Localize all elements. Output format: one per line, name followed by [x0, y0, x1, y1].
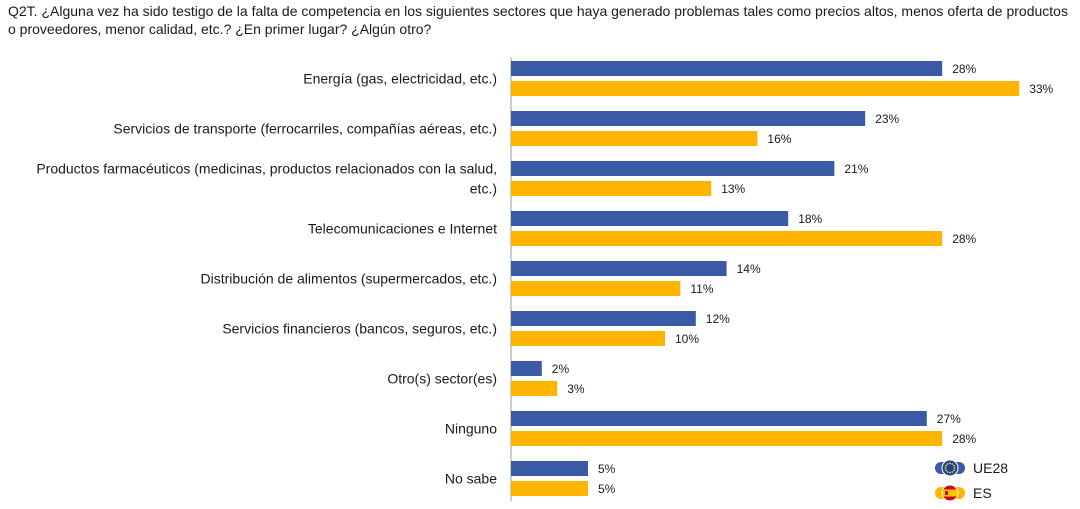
value-label: 14%	[737, 262, 761, 276]
value-label: 11%	[690, 282, 713, 296]
value-label: 13%	[721, 182, 745, 196]
value-label: 5%	[598, 462, 616, 476]
bar-ue28	[511, 111, 866, 126]
category-label: Energía (gas, electricidad, etc.)	[303, 71, 497, 87]
value-label: 18%	[798, 212, 822, 226]
category-label: No sabe	[445, 471, 497, 487]
bar-ue28	[511, 361, 542, 376]
eu-flag-icon	[941, 459, 959, 477]
value-label: 2%	[552, 362, 570, 376]
chart-title: Q2T. ¿Alguna vez ha sido testigo de la f…	[8, 3, 1068, 37]
bar-ue28	[511, 311, 696, 326]
bar-es	[511, 231, 943, 246]
bar-es	[511, 481, 588, 496]
category-label: Servicios financieros (bancos, seguros, …	[222, 321, 497, 337]
bar-es	[511, 381, 558, 396]
es-flag-icon	[941, 484, 959, 502]
bar-es	[511, 431, 943, 446]
category-label: Productos farmacéuticos (medicinas, prod…	[36, 161, 497, 177]
value-label: 28%	[952, 232, 976, 246]
bar-es	[511, 81, 1020, 96]
value-label: 27%	[937, 412, 961, 426]
category-labels: Energía (gas, electricidad, etc.) Servici…	[36, 71, 497, 487]
bar-series	[510, 58, 1020, 501]
value-labels: 28% 33% 23% 16% 21% 13% 18% 28% 14% 11% 12% 10% 2% 3%…	[552, 62, 1054, 496]
legend-item-es: ES	[935, 484, 992, 502]
value-label: 3%	[567, 382, 585, 396]
value-label: 21%	[844, 162, 868, 176]
bar-es	[511, 281, 681, 296]
bar-es	[511, 131, 758, 146]
category-label: Ninguno	[445, 421, 497, 437]
value-label: 10%	[675, 332, 699, 346]
value-label: 28%	[952, 432, 976, 446]
bar-es	[511, 331, 665, 346]
value-label: 5%	[598, 482, 616, 496]
category-label: etc.)	[470, 181, 497, 197]
category-label: Distribución de alimentos (supermercados…	[201, 271, 497, 287]
category-label: Telecomunicaciones e Internet	[308, 221, 497, 237]
bar-ue28	[511, 261, 727, 276]
bar-es	[511, 181, 712, 196]
category-label: Otro(s) sector(es)	[387, 371, 497, 387]
value-label: 12%	[706, 312, 730, 326]
value-label: 23%	[875, 112, 899, 126]
legend-label: UE28	[973, 460, 1008, 476]
bar-ue28	[511, 411, 927, 426]
value-label: 16%	[767, 132, 791, 146]
bar-ue28	[511, 461, 588, 476]
legend: UE28 ES	[935, 459, 1008, 502]
legend-label: ES	[973, 485, 992, 501]
legend-item-ue28: UE28	[935, 459, 1008, 477]
bar-ue28	[511, 211, 789, 226]
category-label: Servicios de transporte (ferrocarriles, …	[113, 121, 497, 137]
bar-ue28	[511, 161, 835, 176]
value-label: 28%	[952, 62, 976, 76]
value-label: 33%	[1029, 82, 1053, 96]
bar-ue28	[511, 61, 943, 76]
